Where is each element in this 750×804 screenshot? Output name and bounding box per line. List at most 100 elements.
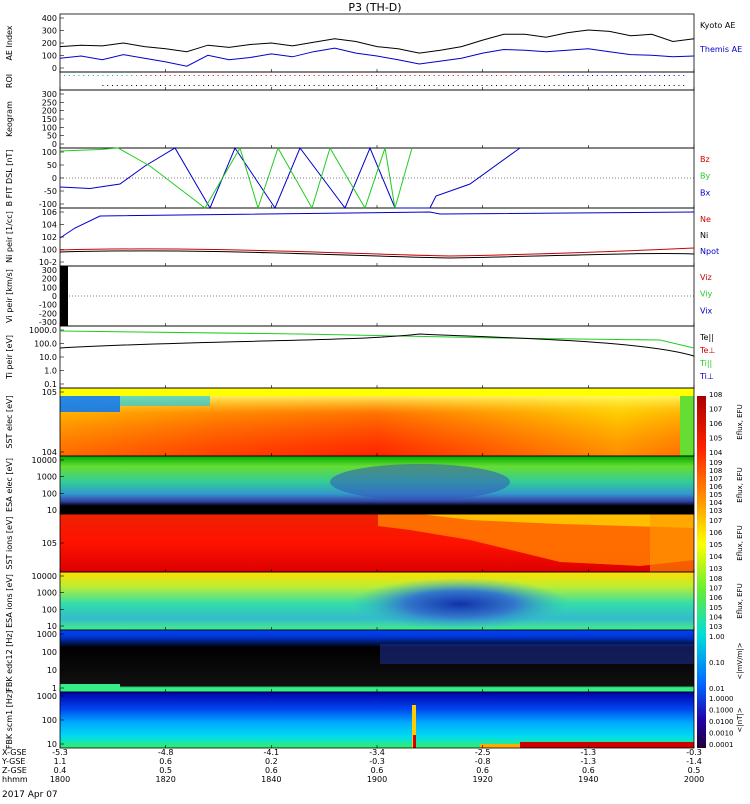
roi-dot	[673, 75, 675, 76]
roi-dot	[102, 85, 104, 86]
roi-dot	[188, 75, 190, 76]
roi-dot	[294, 85, 296, 86]
roi-dot	[232, 85, 233, 86]
roi-dot	[481, 75, 483, 76]
roi-dot	[270, 75, 272, 76]
roi-dot	[366, 85, 368, 86]
legend-entry: Ne	[700, 215, 711, 224]
roi-dot	[308, 85, 310, 86]
colorbar-tick: 108	[709, 575, 722, 583]
roi-dot	[107, 85, 109, 86]
roi-dot	[601, 75, 603, 76]
roi-dot	[318, 85, 320, 86]
roi-dot	[644, 75, 646, 76]
roi-dot	[640, 85, 641, 86]
roi-dot	[620, 85, 622, 86]
legend-entry: Npot	[700, 247, 719, 256]
roi-dot	[683, 85, 685, 86]
roi-dot	[126, 85, 128, 86]
roi-dot	[227, 75, 229, 76]
roi-dot	[452, 75, 454, 76]
roi-dot	[534, 75, 536, 76]
roi-dot	[160, 75, 161, 76]
roi-dot	[150, 75, 152, 76]
y-tick-label: 1	[52, 684, 57, 693]
roi-dot	[184, 75, 185, 76]
colorbar-tick: 104	[709, 449, 723, 457]
roi-dot	[611, 75, 613, 76]
roi-dot	[222, 75, 224, 76]
roi-dot	[116, 75, 118, 76]
roi-dot	[347, 75, 349, 76]
footer-tick-value: 1920	[472, 775, 492, 784]
roi-dot	[654, 75, 656, 76]
roi-dot	[563, 85, 565, 86]
roi-dot	[193, 75, 195, 76]
roi-dot	[448, 85, 449, 86]
panel-frame	[59, 147, 695, 209]
footer-tick-value: -3.4	[369, 748, 385, 757]
y-tick-label: 10	[47, 666, 57, 675]
roi-dot	[212, 75, 214, 76]
footer-tick-value: 1840	[261, 775, 281, 784]
y-tick-label: 100	[42, 716, 57, 725]
roi-dot	[524, 75, 526, 76]
y-tick-label: 100	[42, 148, 57, 157]
series-line-npot	[59, 211, 695, 239]
roi-dot	[428, 85, 430, 86]
roi-dot	[395, 75, 397, 76]
roi-dot	[131, 85, 133, 86]
roi-dot	[620, 75, 622, 76]
roi-dot	[88, 75, 89, 76]
y-tick-label: 1.0	[44, 367, 57, 376]
roi-dot	[424, 85, 425, 86]
roi-dot	[227, 85, 229, 86]
roi-dot	[121, 85, 123, 86]
roi-dot	[664, 75, 665, 76]
y-tick-label: 100	[42, 605, 57, 614]
roi-dot	[150, 85, 152, 86]
y-tick-label: 105	[42, 388, 57, 397]
roi-dot	[664, 85, 665, 86]
roi-dot	[404, 85, 406, 86]
roi-dot	[515, 85, 517, 86]
roi-dot	[140, 85, 142, 86]
y-tick-label: 100	[42, 52, 57, 61]
roi-dot	[275, 75, 277, 76]
series-line-te	[59, 333, 695, 357]
colorbar-label: Eflux, EFU	[736, 467, 744, 502]
roi-dot	[222, 85, 224, 86]
roi-dot	[323, 75, 325, 76]
colorbar-tick: 1.0000	[709, 695, 734, 703]
footer-row-label: hhmm	[2, 775, 28, 784]
roi-dot	[236, 85, 238, 86]
roi-dot	[371, 85, 373, 86]
footer-tick-value: -4.1	[264, 748, 280, 757]
colorbar-tick: 104	[709, 553, 723, 561]
colorbar-tick: 107	[709, 475, 722, 483]
roi-dot	[308, 75, 310, 76]
footer-tick-value: 0.5	[159, 766, 172, 775]
footer-tick-value: 1900	[367, 775, 387, 784]
roi-dot	[592, 75, 593, 76]
roi-dot	[342, 85, 344, 86]
colorbar-tick: 106	[709, 483, 723, 491]
roi-dot	[366, 75, 368, 76]
y-tick-label: 0	[52, 292, 57, 301]
y-tick-label: -300	[39, 318, 57, 327]
roi-dot	[318, 75, 320, 76]
colorbar-tick: 106	[709, 529, 723, 537]
roi-dot	[529, 85, 531, 86]
y-tick-label: 1000	[37, 589, 57, 598]
panel-ylabel: Vi peir [km/s]	[5, 269, 14, 323]
roi-dot	[112, 75, 113, 76]
spectrogram-sst-ions	[60, 514, 694, 572]
roi-dot	[524, 85, 526, 86]
roi-dot	[539, 85, 541, 86]
colorbar-tick: 0.0100	[709, 718, 734, 726]
footer-tick-value: 0.6	[265, 766, 278, 775]
roi-dot	[251, 75, 253, 76]
roi-dot	[208, 75, 209, 76]
y-tick-label: 0.1	[44, 380, 57, 389]
colorbar-tick: 105	[709, 435, 722, 443]
